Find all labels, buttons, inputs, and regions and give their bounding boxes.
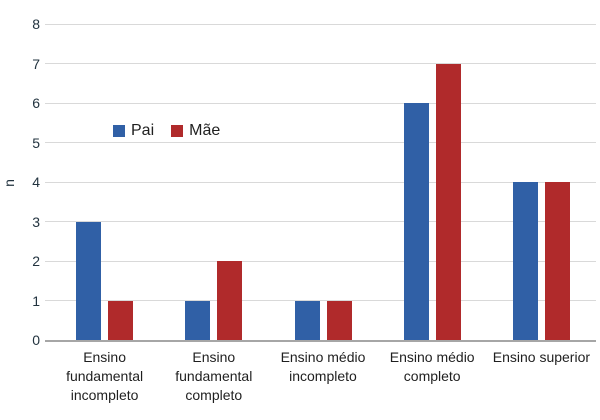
y-tick-mark-5 — [45, 142, 50, 143]
category-label-4: Ensino superior — [483, 348, 600, 367]
legend-swatch-icon — [113, 125, 125, 137]
bar-pai-0 — [76, 221, 102, 340]
bar-mãe-0 — [108, 300, 134, 340]
y-tick-mark-2 — [45, 260, 50, 262]
category-label-line: Ensino — [83, 349, 126, 365]
category-label-line: completo — [185, 387, 243, 403]
gridline-2 — [50, 260, 596, 262]
gridline-1 — [50, 300, 596, 301]
gridline-8 — [50, 23, 596, 25]
bar-mãe-1 — [217, 261, 243, 340]
y-tick-mark-8 — [45, 23, 50, 25]
category-label-line: Ensino superior — [492, 349, 591, 365]
bar-pai-2 — [294, 300, 320, 340]
category-label-line: incompleto — [70, 387, 139, 403]
legend-label: Mãe — [189, 122, 221, 139]
legend-swatch-icon — [171, 125, 184, 137]
bar-pai-4 — [512, 182, 538, 340]
bar-pai-1 — [185, 300, 211, 340]
y-tick-label-7: 7 — [32, 55, 40, 72]
category-label-line: fundamental — [66, 368, 144, 384]
y-tick-mark-4 — [45, 181, 50, 183]
y-tick-label-5: 5 — [32, 134, 40, 151]
gridline-5 — [50, 142, 596, 143]
y-tick-label-3: 3 — [32, 213, 40, 230]
y-tick-label-2: 2 — [32, 253, 40, 269]
gridline-6 — [50, 102, 596, 104]
y-tick-mark-6 — [45, 102, 50, 104]
x-axis-line — [45, 340, 596, 342]
bar-mãe-4 — [544, 182, 570, 340]
category-label-line: completo — [403, 368, 461, 384]
category-label-line: Ensino — [192, 349, 236, 365]
bar-mãe-2 — [326, 300, 352, 340]
gridline-4 — [50, 181, 596, 183]
bar-mãe-3 — [435, 63, 461, 340]
y-tick-mark-1 — [45, 300, 50, 301]
category-label-line: fundamental — [175, 368, 253, 384]
category-label-line: Ensino médio — [280, 349, 366, 365]
category-label-2: Ensino médio incompleto — [264, 348, 381, 386]
y-tick-label-8: 8 — [32, 16, 40, 32]
y-tick-mark-3 — [45, 221, 50, 222]
gridline-7 — [50, 63, 596, 64]
y-tick-label-4: 4 — [32, 174, 40, 190]
y-tick-mark-7 — [45, 63, 50, 64]
category-label-line: incompleto — [289, 368, 357, 384]
category-label-line: Ensino médio — [389, 349, 475, 365]
y-tick-label-0: 0 — [32, 332, 40, 348]
legend-item-pai: Pai — [113, 123, 154, 139]
legend-label: Pai — [131, 122, 155, 139]
legend-item-mãe: Mãe — [171, 123, 220, 139]
category-label-1: Ensino fundamental completo — [155, 348, 272, 405]
legend: Pai Mãe — [113, 123, 220, 139]
bar-pai-3 — [403, 103, 429, 340]
category-label-3: Ensino médio completo — [374, 348, 491, 386]
y-tick-label-6: 6 — [32, 95, 40, 111]
y-tick-label-1: 1 — [32, 292, 40, 309]
gridline-3 — [50, 221, 596, 222]
category-label-0: Ensino fundamental incompleto — [46, 348, 163, 405]
